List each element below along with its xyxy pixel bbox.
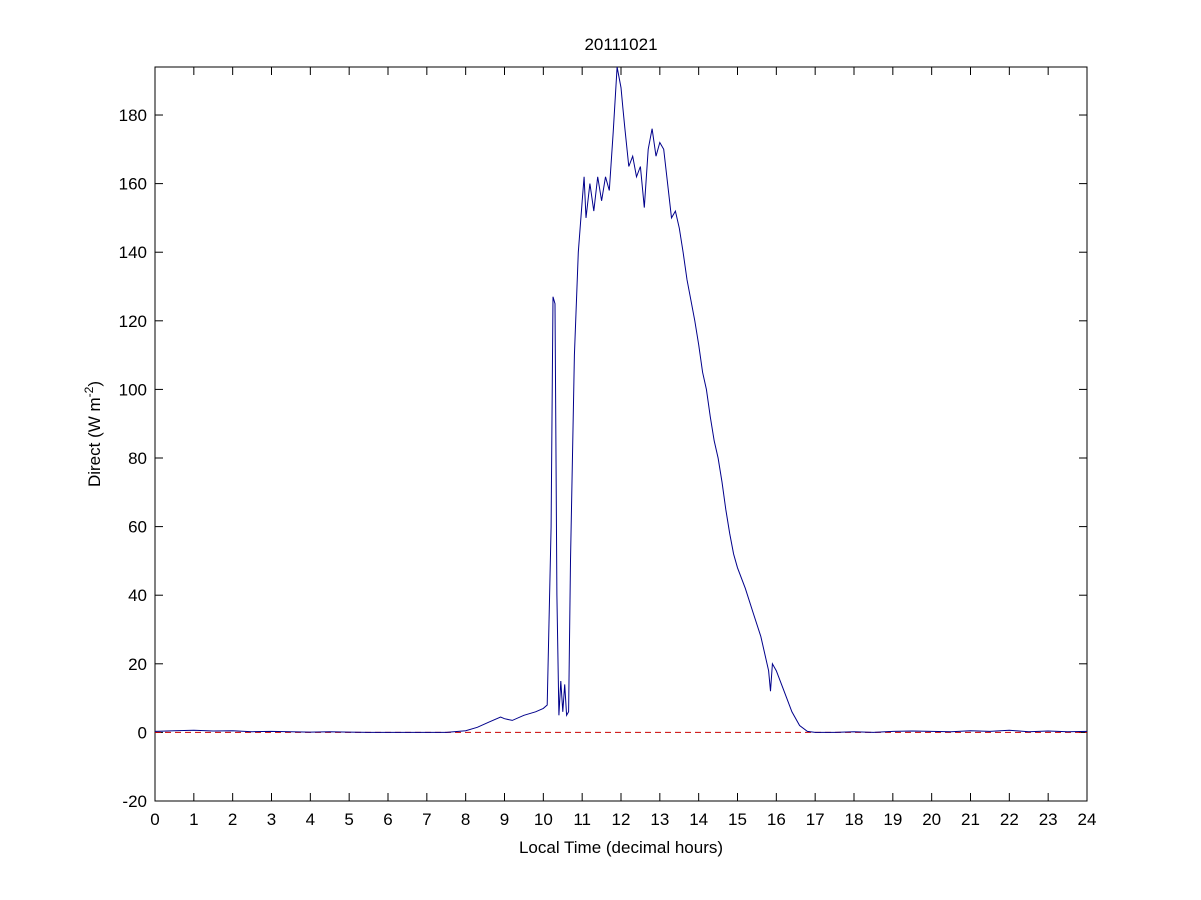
x-tick-label: 0 — [150, 810, 159, 829]
y-tick-label: 20 — [128, 655, 147, 674]
x-tick-label: 7 — [422, 810, 431, 829]
x-tick-label: 23 — [1039, 810, 1058, 829]
x-tick-label: 9 — [500, 810, 509, 829]
y-label-sup: -2 — [82, 386, 96, 397]
y-tick-label: 40 — [128, 586, 147, 605]
y-tick-label: -20 — [122, 792, 147, 811]
x-tick-label: 19 — [883, 810, 902, 829]
y-tick-label: 120 — [119, 312, 147, 331]
x-tick-label: 13 — [650, 810, 669, 829]
y-label-text: Direct (W m — [85, 397, 104, 487]
x-tick-label: 24 — [1078, 810, 1097, 829]
x-tick-label: 6 — [383, 810, 392, 829]
y-tick-label: 80 — [128, 449, 147, 468]
y-tick-label: 160 — [119, 175, 147, 194]
x-tick-label: 2 — [228, 810, 237, 829]
y-tick-label: 140 — [119, 243, 147, 262]
x-tick-label: 8 — [461, 810, 470, 829]
y-tick-label: 180 — [119, 106, 147, 125]
y-label-suffix: ) — [85, 381, 104, 387]
y-tick-label: 100 — [119, 380, 147, 399]
x-tick-label: 18 — [845, 810, 864, 829]
x-tick-label: 16 — [767, 810, 786, 829]
x-tick-label: 5 — [344, 810, 353, 829]
x-tick-label: 11 — [573, 810, 591, 829]
x-tick-label: 14 — [689, 810, 708, 829]
x-tick-label: 1 — [189, 810, 198, 829]
x-tick-label: 10 — [534, 810, 553, 829]
x-tick-label: 22 — [1000, 810, 1019, 829]
x-tick-label: 17 — [806, 810, 825, 829]
chart-title: 20111021 — [584, 35, 657, 54]
y-tick-label: 60 — [128, 518, 147, 537]
x-tick-label: 12 — [612, 810, 631, 829]
data-line — [154, 66, 1088, 733]
x-axis-label: Local Time (decimal hours) — [519, 838, 723, 857]
x-tick-label: 20 — [922, 810, 941, 829]
x-tick-label: 3 — [267, 810, 276, 829]
y-axis-label: Direct (W m-2) — [82, 381, 104, 487]
x-tick-label: 21 — [961, 810, 980, 829]
x-tick-label: 4 — [306, 810, 315, 829]
x-tick-label: 15 — [728, 810, 747, 829]
y-tick-label: 0 — [138, 723, 147, 742]
